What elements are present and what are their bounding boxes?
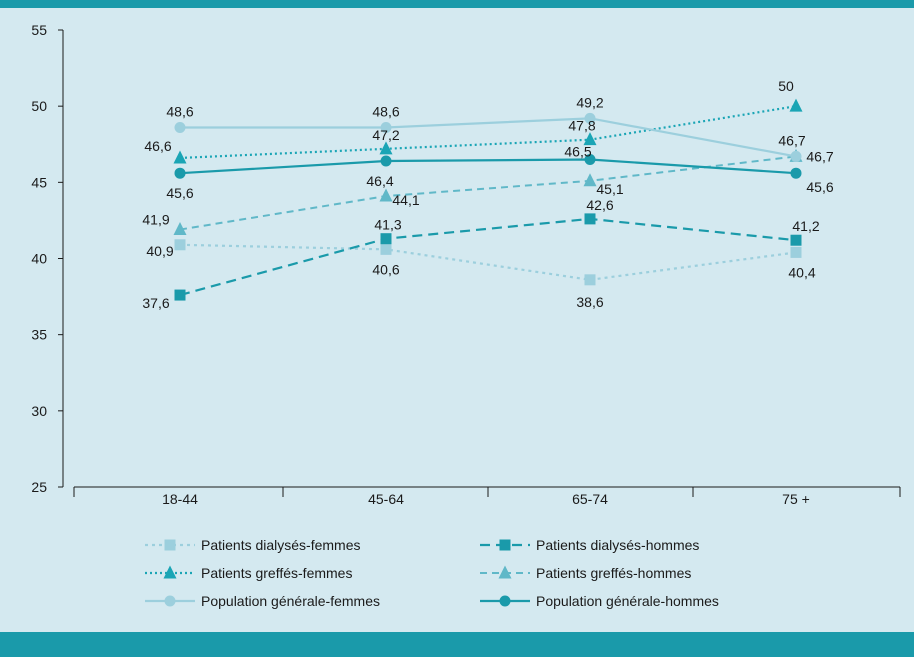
legend-swatch-marker (499, 539, 511, 551)
data-labels: 40,9 40,6 38,6 40,4 37,6 41,3 42,6 41,2 46,6 47,2… (142, 78, 833, 311)
y-tick-label: 25 (31, 479, 47, 495)
data-label: 45,6 (806, 179, 833, 195)
data-label: 45,6 (166, 185, 193, 201)
data-label: 42,6 (586, 197, 613, 213)
data-label: 47,8 (568, 118, 595, 134)
legend-swatch-marker (163, 565, 177, 579)
data-label: 41,9 (142, 212, 169, 228)
data-label: 40,4 (788, 264, 815, 280)
data-point-marker (790, 167, 802, 179)
data-label: 45,1 (596, 181, 623, 197)
data-point-marker (174, 121, 186, 133)
legend-label: Patients dialysés-femmes (201, 537, 361, 553)
chart-legend: Patients dialysés-femmes Patients dialysé… (145, 537, 719, 609)
x-tick-label: 18-44 (162, 491, 198, 507)
data-label: 46,4 (366, 173, 393, 189)
legend-swatch-marker (164, 595, 176, 607)
data-point-marker (380, 121, 392, 133)
data-label: 46,7 (778, 132, 805, 148)
data-point-marker (380, 155, 392, 167)
chart-axes: 25 30 35 40 45 50 55 18-44 45-64 65-74 75 + (31, 22, 901, 507)
y-tick-label: 35 (31, 327, 47, 343)
data-point-marker (583, 173, 597, 187)
data-label: 49,2 (576, 94, 603, 110)
data-label: 48,6 (166, 103, 193, 119)
data-label: 41,3 (374, 217, 401, 233)
data-point-marker (584, 274, 596, 286)
y-tick-label: 50 (31, 98, 47, 114)
legend-swatch-marker (498, 565, 512, 579)
data-point-marker (789, 98, 803, 112)
data-label: 40,6 (372, 261, 399, 277)
series-line (179, 243, 797, 281)
x-tick-label: 75 + (782, 491, 810, 507)
data-point-marker (380, 243, 392, 255)
data-point-marker (380, 233, 392, 245)
legend-label: Patients greffés-hommes (536, 565, 691, 581)
data-point-marker (584, 153, 596, 165)
bottom-accent-bar (0, 632, 914, 657)
data-point-marker (379, 188, 393, 202)
legend-label: Patients greffés-femmes (201, 565, 352, 581)
data-label: 47,2 (372, 127, 399, 143)
data-label: 48,6 (372, 103, 399, 119)
y-tick-label: 30 (31, 403, 47, 419)
legend-label: Population générale-femmes (201, 593, 380, 609)
y-tick-label: 40 (31, 251, 47, 267)
series-markers (173, 98, 803, 301)
data-point-marker (584, 213, 596, 225)
legend-swatch-marker (499, 595, 511, 607)
legend-label: Patients dialysés-hommes (536, 537, 699, 553)
data-point-marker (173, 150, 187, 164)
data-label: 38,6 (576, 294, 603, 310)
data-point-marker (174, 239, 186, 251)
data-point-marker (173, 222, 187, 236)
series-line (179, 217, 797, 297)
data-label: 46,6 (144, 138, 171, 154)
x-tick-label: 45-64 (368, 491, 404, 507)
legend-swatch-marker (164, 539, 176, 551)
data-point-marker (174, 289, 186, 301)
data-label: 41,2 (792, 218, 819, 234)
data-label: 50 (778, 78, 794, 94)
y-tick-label: 45 (31, 174, 47, 190)
x-tick-label: 65-74 (572, 491, 608, 507)
series-line (179, 105, 797, 160)
series-line (179, 155, 797, 231)
data-point-marker (584, 112, 596, 124)
series-lines (179, 105, 797, 297)
top-accent-bar (0, 0, 914, 8)
data-label: 46,7 (806, 148, 833, 164)
data-label: 44,1 (392, 192, 419, 208)
data-point-marker (583, 132, 597, 146)
data-point-marker (790, 150, 802, 162)
series-line (180, 117, 797, 158)
data-point-marker (379, 141, 393, 155)
data-point-marker (790, 234, 802, 246)
data-point-marker (790, 246, 802, 258)
data-label: 40,9 (146, 243, 173, 259)
series-line (179, 158, 797, 175)
data-label: 37,6 (142, 295, 169, 311)
legend-label: Population générale-hommes (536, 593, 719, 609)
y-tick-label: 55 (31, 22, 47, 38)
data-point-marker (174, 167, 186, 179)
data-label: 46,5 (564, 143, 591, 159)
